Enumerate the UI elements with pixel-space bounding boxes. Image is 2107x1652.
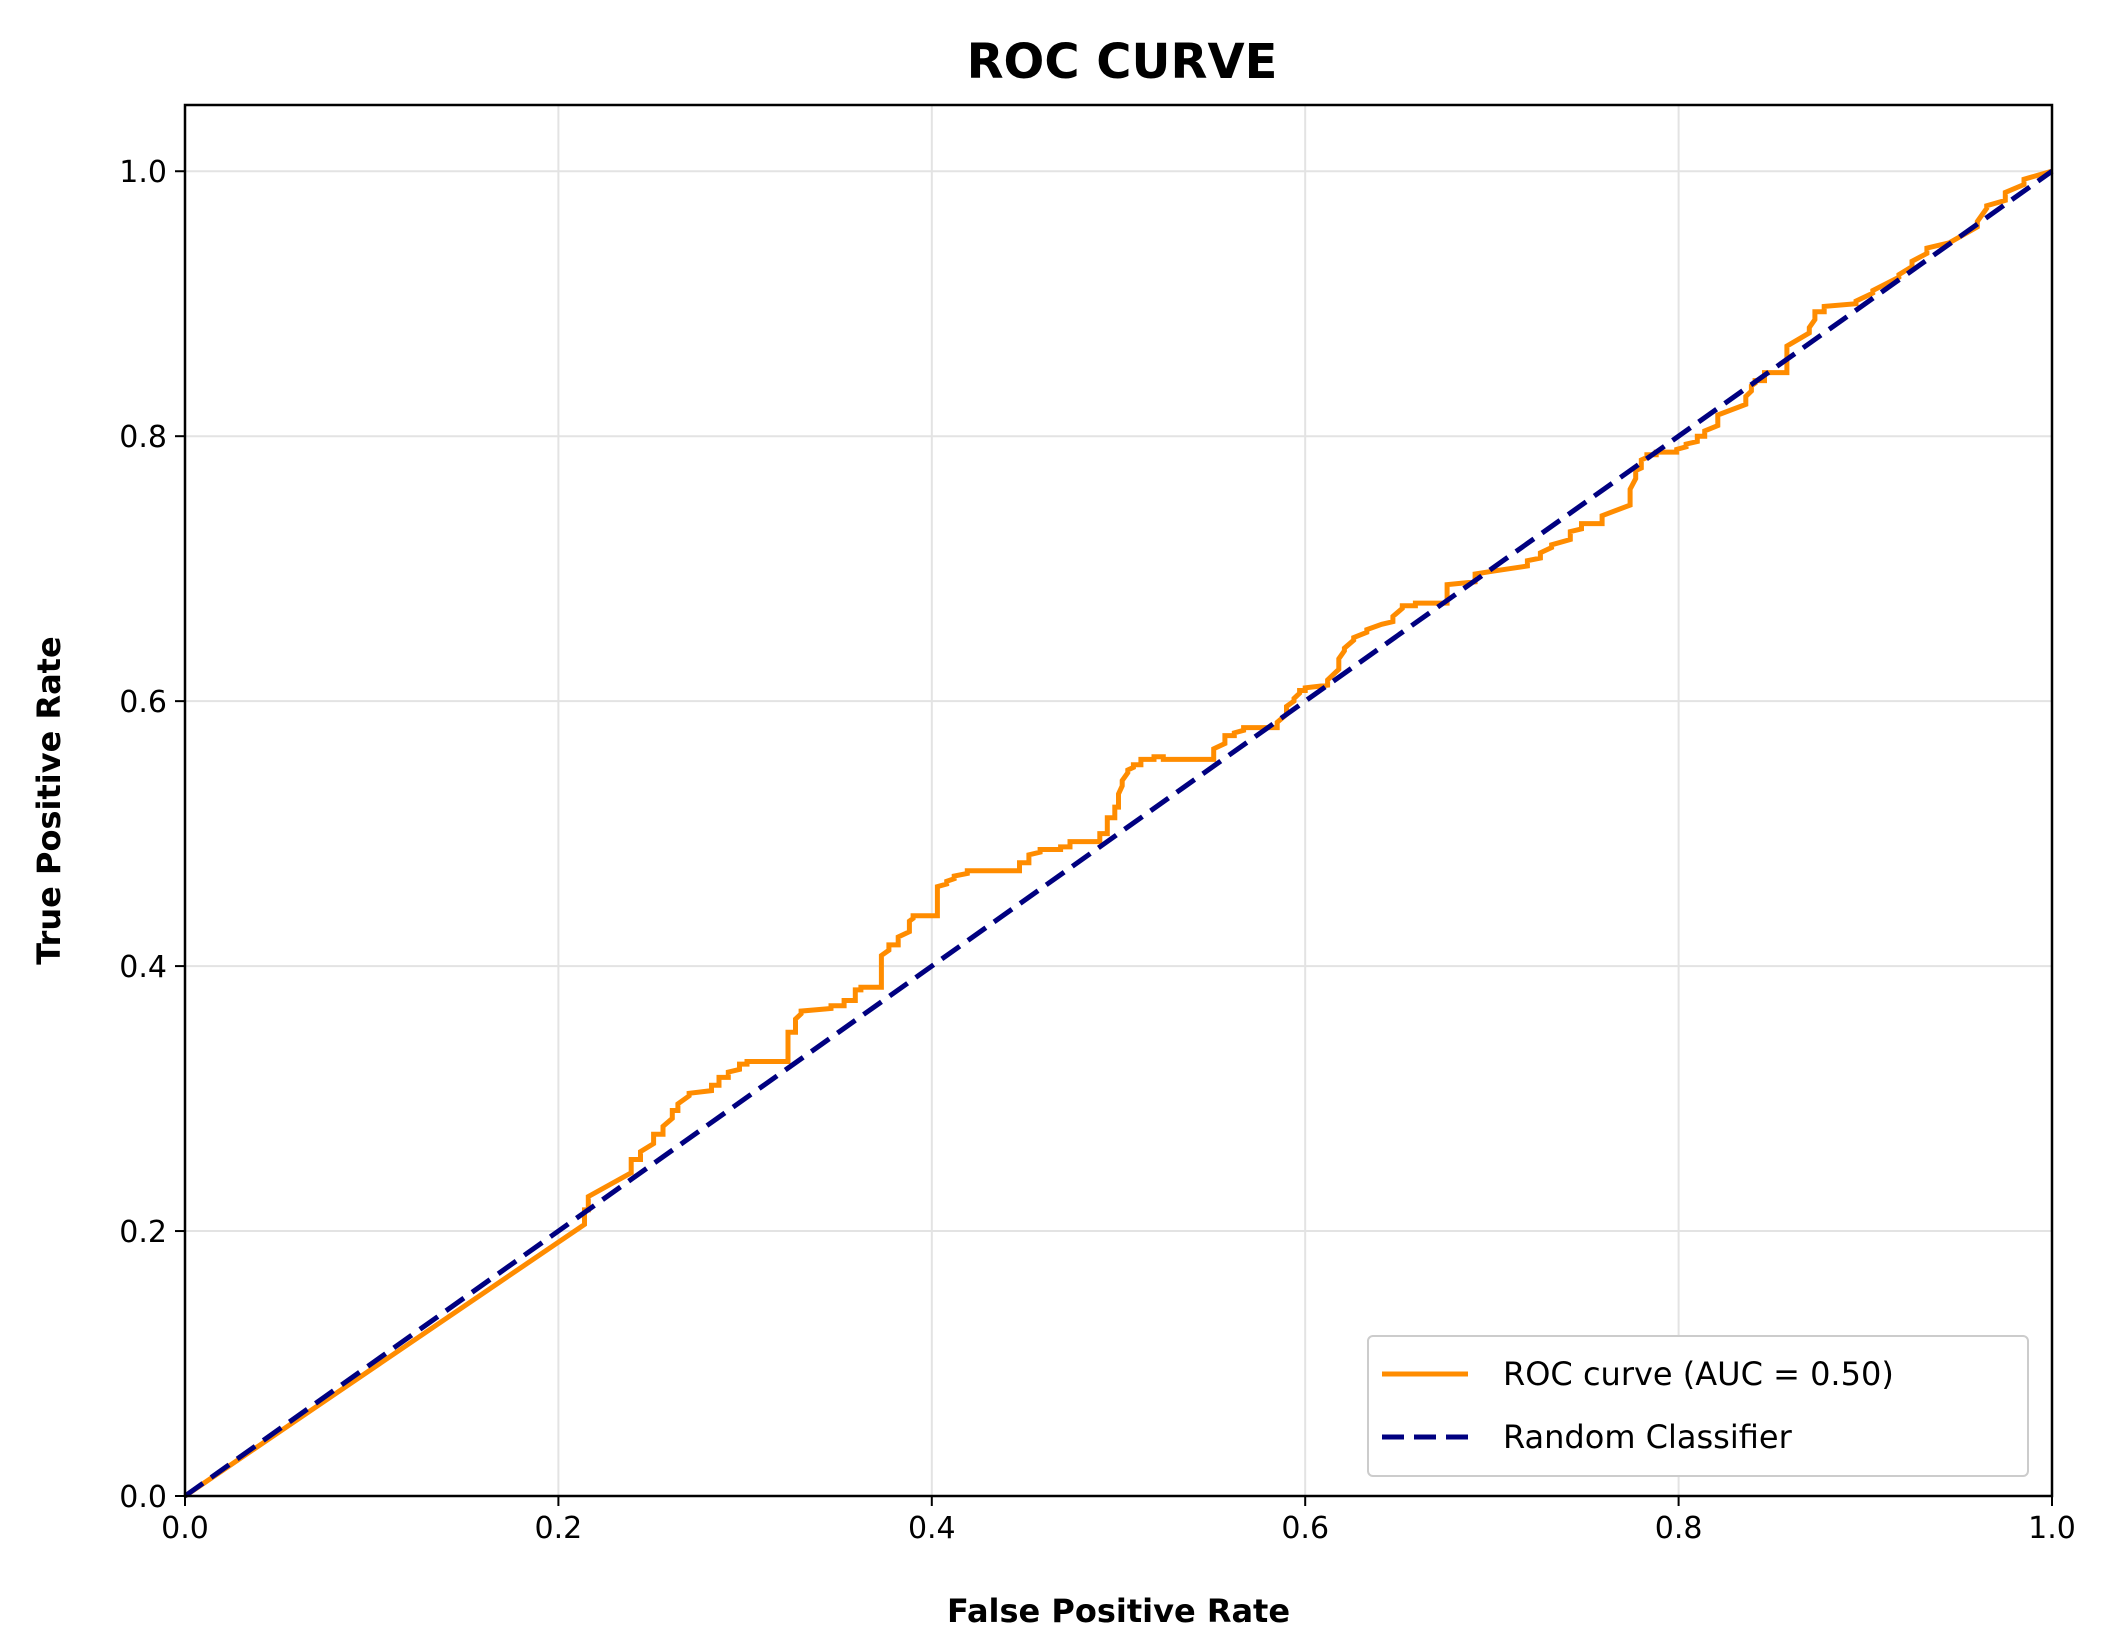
y-tick-label: 0.4 [119, 950, 167, 985]
x-tick-label: 0.6 [1281, 1511, 1329, 1546]
x-tick-label: 0.0 [161, 1511, 209, 1546]
x-axis-label: False Positive Rate [947, 1592, 1290, 1630]
y-tick-label: 0.0 [119, 1480, 167, 1515]
roc-curve-line [183, 168, 2053, 1499]
axis-ticks: 0.0 0.2 0.4 0.6 0.8 1.0 0.0 0.2 0.4 0.6 0.8 1.0 [119, 155, 2076, 1546]
legend-box [1367, 1335, 2029, 1477]
legend-label-random: Random Classifier [1503, 1418, 1793, 1456]
y-tick-label: 1.0 [119, 155, 167, 190]
y-tick-label: 0.2 [119, 1215, 167, 1250]
x-tick-label: 0.8 [1655, 1511, 1703, 1546]
x-tick-label: 0.4 [908, 1511, 956, 1546]
y-tick-label: 0.6 [119, 685, 167, 720]
legend: ROC curve (AUC = 0.50) Random Classifier [1367, 1335, 2029, 1477]
chart-title: ROC CURVE [967, 34, 1278, 90]
random-classifier-line [183, 169, 2054, 1499]
y-tick-label: 0.8 [119, 420, 167, 455]
x-tick-label: 1.0 [2028, 1511, 2076, 1546]
legend-label-roc: ROC curve (AUC = 0.50) [1503, 1355, 1894, 1393]
y-axis-label: True Positive Rate [30, 636, 68, 964]
x-tick-label: 0.2 [535, 1511, 583, 1546]
plot-frame [183, 103, 2054, 1498]
series-layer [183, 168, 2054, 1499]
